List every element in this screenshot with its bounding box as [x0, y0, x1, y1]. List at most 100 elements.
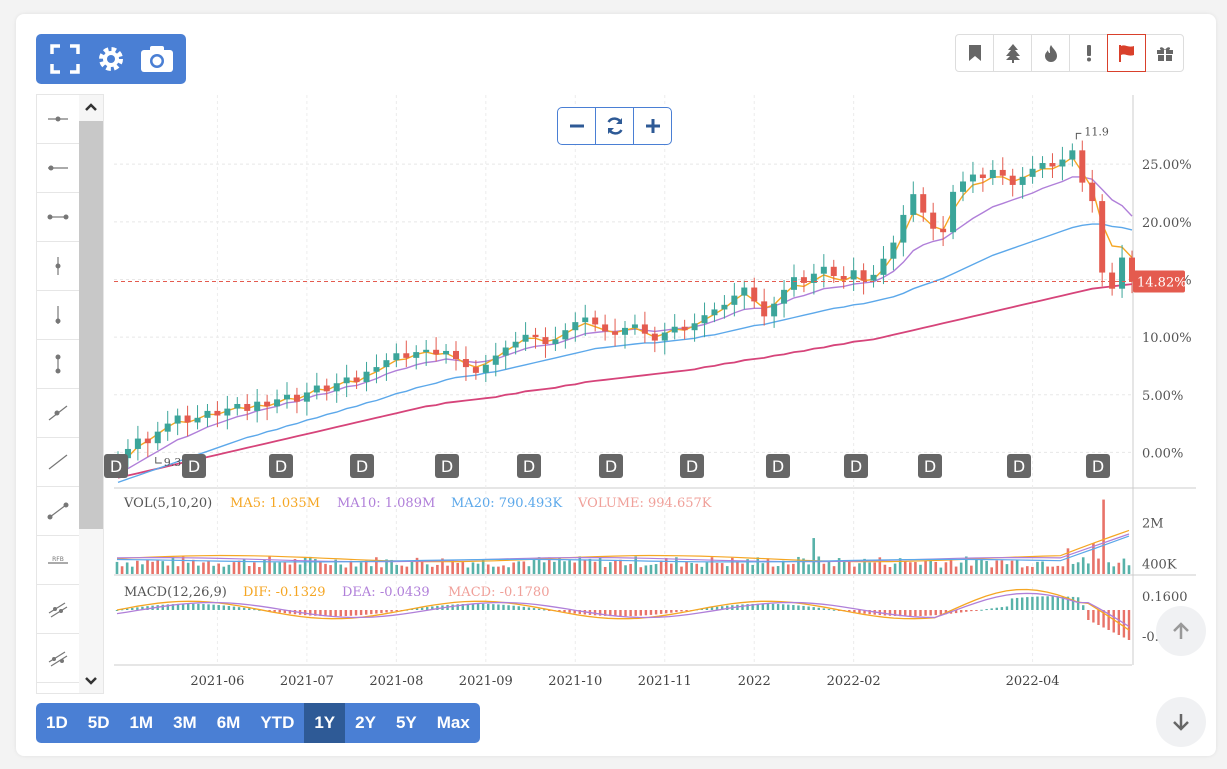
- tools-scrollbar[interactable]: [79, 95, 103, 693]
- zoom-reset-button[interactable]: [595, 107, 634, 145]
- volume-bar: [832, 566, 836, 574]
- candle-body: [413, 352, 420, 358]
- volume-bar: [914, 562, 917, 574]
- range-button-max[interactable]: Max: [436, 713, 470, 732]
- x-tick-label: 2021-08: [369, 674, 423, 689]
- gift-icon[interactable]: [1145, 34, 1184, 72]
- bookmark-icon[interactable]: [955, 34, 994, 72]
- volume-bar: [1102, 499, 1105, 574]
- volume-bar: [1076, 562, 1080, 574]
- range-button-1y[interactable]: 1Y: [304, 703, 346, 743]
- dividend-marker-label: D: [523, 457, 535, 476]
- volume-bar: [1097, 558, 1100, 574]
- macd-histogram-bar: [812, 607, 815, 610]
- scroll-down-button[interactable]: [1156, 697, 1206, 747]
- macd-histogram-bar: [1005, 606, 1009, 610]
- vertical-line-tool[interactable]: [37, 291, 79, 340]
- candle-body: [194, 417, 201, 423]
- volume-bar: [227, 564, 231, 574]
- candle-body: [433, 349, 440, 355]
- volume-bar: [303, 557, 307, 574]
- price-channel-tool[interactable]: [37, 634, 79, 683]
- exclamation-icon[interactable]: [1069, 34, 1108, 72]
- candle-body: [154, 431, 161, 444]
- macd-histogram-bar: [324, 610, 327, 617]
- macd-histogram-bar: [532, 608, 536, 610]
- range-button-6m[interactable]: 6M: [216, 713, 241, 732]
- vertical-ray-tool[interactable]: [37, 242, 79, 291]
- macd-histogram-bar: [395, 610, 398, 612]
- settings-gear-icon[interactable]: [92, 40, 130, 78]
- scroll-thumb[interactable]: [79, 121, 103, 529]
- macd-histogram-bar: [390, 610, 393, 612]
- macd-histogram-bar: [334, 610, 337, 617]
- volume-bar: [390, 559, 393, 574]
- range-button-2y[interactable]: 2Y: [355, 713, 376, 732]
- range-button-ytd[interactable]: YTD: [260, 713, 295, 732]
- camera-icon[interactable]: [138, 40, 176, 78]
- scroll-down-icon[interactable]: [79, 669, 103, 693]
- vertical-segment-tool[interactable]: [37, 340, 79, 389]
- volume-bar: [466, 567, 470, 574]
- macd-histogram-bar: [751, 603, 754, 610]
- dividend-marker-label: D: [275, 457, 287, 476]
- candle-body: [1079, 150, 1086, 183]
- zoom-in-button[interactable]: [633, 107, 672, 145]
- range-button-5y[interactable]: 5Y: [395, 713, 417, 732]
- x-tick-label: 2022-04: [1006, 674, 1060, 689]
- candle-body: [622, 327, 628, 335]
- range-button-3m[interactable]: 3M: [173, 713, 197, 732]
- range-button-1d[interactable]: 1D: [46, 713, 68, 732]
- dividend-marker-label: D: [1013, 457, 1025, 476]
- horizontal-ray-tool[interactable]: [37, 95, 79, 144]
- segment-tool[interactable]: [37, 487, 79, 536]
- range-button-5d[interactable]: 5D: [87, 713, 110, 732]
- fire-icon[interactable]: [1031, 34, 1070, 72]
- macd-legend-item: DIF: -0.1329: [243, 585, 326, 600]
- macd-histogram-bar: [1066, 596, 1070, 610]
- macd-histogram-bar: [659, 610, 663, 614]
- parallel-channel-tool[interactable]: [37, 585, 79, 634]
- macd-histogram-bar: [146, 606, 149, 610]
- volume-bar: [588, 558, 592, 574]
- macd-legend-item: DEA: -0.0439: [342, 585, 430, 600]
- macd-histogram-bar: [858, 610, 861, 614]
- horizontal-segment-tool[interactable]: [37, 193, 79, 242]
- fullscreen-icon[interactable]: [46, 40, 84, 78]
- flag-icon[interactable]: [1107, 34, 1146, 72]
- straight-line-tool[interactable]: [37, 438, 79, 487]
- price-line-tool[interactable]: RFB: [37, 536, 79, 585]
- horizontal-line-tool[interactable]: [37, 144, 79, 193]
- scroll-top-button[interactable]: [1156, 606, 1206, 656]
- volume-bar: [786, 564, 790, 574]
- candle-body: [264, 401, 271, 407]
- volume-bar: [619, 559, 622, 574]
- volume-bar: [858, 563, 861, 574]
- volume-bar: [232, 562, 236, 574]
- candle-body: [1049, 163, 1056, 167]
- volume-bar: [1051, 566, 1055, 574]
- macd-histogram-bar: [1102, 610, 1105, 628]
- volume-bar: [166, 565, 170, 574]
- scroll-up-icon[interactable]: [79, 95, 103, 119]
- candle-body: [969, 174, 976, 182]
- macd-histogram-bar: [548, 610, 551, 611]
- range-button-1m[interactable]: 1M: [129, 713, 154, 732]
- volume-bar: [400, 565, 404, 574]
- volume-bar: [1087, 563, 1090, 574]
- macd-histogram-bar: [980, 609, 983, 611]
- vertical-line-icon: [55, 306, 61, 324]
- volume-bar: [420, 561, 424, 574]
- dividend-marker: [350, 454, 374, 478]
- candle-body: [1019, 176, 1026, 185]
- macd-histogram-bar: [181, 603, 185, 610]
- candle-body: [781, 289, 788, 304]
- macd-histogram-bar: [573, 610, 576, 614]
- zoom-out-button[interactable]: [557, 107, 596, 145]
- candle-body: [562, 330, 569, 340]
- volume-bar: [766, 558, 770, 574]
- macd-histogram-bar: [1010, 598, 1014, 610]
- tree-icon[interactable]: [993, 34, 1032, 72]
- ray-line-tool[interactable]: [37, 389, 79, 438]
- macd-histogram-bar: [614, 610, 617, 617]
